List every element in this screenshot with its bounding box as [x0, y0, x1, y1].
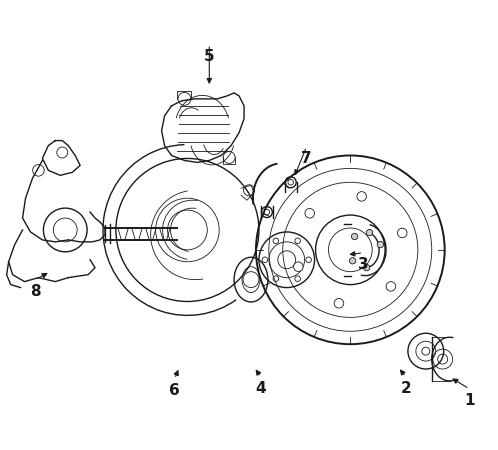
- Circle shape: [305, 208, 314, 218]
- Text: 2: 2: [400, 382, 411, 396]
- Circle shape: [294, 262, 303, 271]
- Circle shape: [386, 282, 396, 291]
- Circle shape: [377, 241, 383, 248]
- Circle shape: [357, 192, 367, 201]
- Text: 8: 8: [30, 284, 41, 299]
- Text: 1: 1: [464, 393, 475, 408]
- Circle shape: [397, 228, 407, 238]
- Circle shape: [334, 298, 344, 308]
- Text: 7: 7: [301, 151, 312, 166]
- Circle shape: [350, 257, 356, 264]
- Text: 6: 6: [169, 383, 180, 398]
- Circle shape: [285, 177, 296, 188]
- Circle shape: [367, 230, 373, 236]
- Circle shape: [352, 233, 358, 240]
- Text: 5: 5: [204, 49, 215, 63]
- Text: 4: 4: [255, 382, 266, 396]
- Text: 3: 3: [358, 257, 369, 272]
- Circle shape: [364, 265, 370, 271]
- Circle shape: [261, 207, 272, 217]
